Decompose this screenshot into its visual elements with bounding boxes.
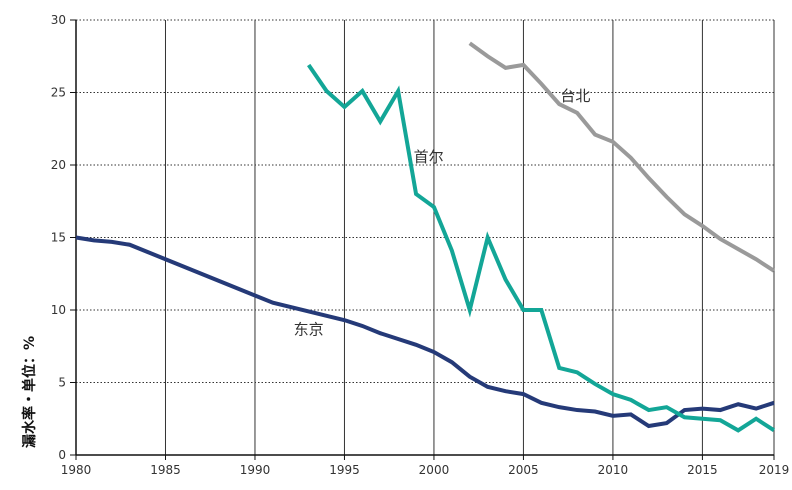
x-tick-label: 1995 <box>329 463 360 477</box>
y-tick-label: 0 <box>58 448 66 462</box>
axes: 0 5 10 15 20 25 30 1980 1985 1990 1995 2000 2005 2010… <box>51 13 790 477</box>
x-tick-label: 1980 <box>61 463 92 477</box>
y-tick-label: 30 <box>51 13 66 27</box>
y-tick-label: 5 <box>58 376 66 390</box>
series-line-台北 <box>470 43 774 271</box>
x-tick-label: 2010 <box>598 463 629 477</box>
series-label: 台北 <box>560 87 590 105</box>
series-line-东京 <box>76 238 774 427</box>
series-line-首尔 <box>309 65 774 430</box>
x-tick-label: 2005 <box>508 463 539 477</box>
y-axis-label: 漏水率・单位：% <box>21 336 38 448</box>
series-labels: 东京 首尔 台北 <box>294 87 591 338</box>
x-tick-label: 2015 <box>687 463 718 477</box>
y-tick-label: 10 <box>51 303 66 317</box>
series-lines <box>76 43 774 430</box>
y-tick-label: 20 <box>51 158 66 172</box>
series-label: 东京 <box>294 321 324 339</box>
x-tick-label: 2019 <box>759 463 790 477</box>
x-tick-label: 1990 <box>240 463 271 477</box>
x-tick-label: 2000 <box>419 463 450 477</box>
y-tick-label: 15 <box>51 231 66 245</box>
x-tick-label: 1985 <box>150 463 181 477</box>
grid <box>76 20 774 455</box>
series-label: 首尔 <box>414 148 444 166</box>
y-tick-label: 25 <box>51 86 66 100</box>
